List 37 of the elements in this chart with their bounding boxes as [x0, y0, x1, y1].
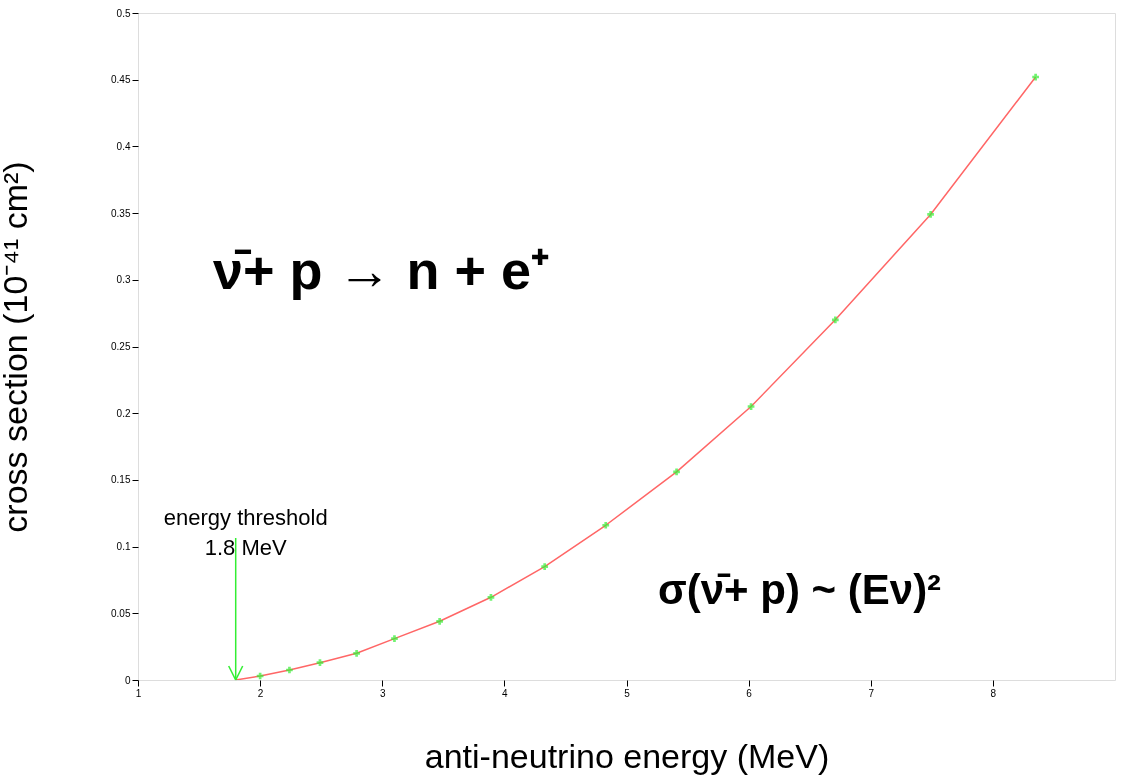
x-tick-label: 2: [257, 687, 264, 699]
point: [1032, 73, 1039, 81]
point: [353, 649, 360, 657]
point: [391, 635, 398, 642]
x-tick-label: 7: [868, 687, 875, 699]
annotation: σ(ν̄+ p) ~ (Eν)²: [658, 566, 942, 613]
point: [831, 316, 839, 324]
point: [673, 468, 680, 476]
y-axis-title: cross section (10⁻⁴¹ cm²): [0, 161, 34, 533]
x-axis-title: anti-neutrino energy (MeV): [424, 736, 830, 775]
y-tick-label: 0.45: [111, 74, 131, 86]
point: [927, 211, 934, 218]
point: [316, 659, 324, 667]
x-tick-label: 5: [624, 687, 631, 699]
point: [602, 521, 610, 529]
x-tick-label: 4: [502, 687, 509, 699]
y-tick-label: 0.3: [116, 274, 131, 286]
y-tick-label: 0: [124, 674, 131, 686]
y-tick-label: 0.1: [116, 541, 131, 553]
y-tick-label: 0.15: [111, 474, 131, 486]
y-tick-label: 0.5: [116, 7, 131, 19]
x-tick-label: 3: [379, 687, 386, 699]
y-tick-label: 0.4: [116, 140, 131, 152]
y-tick-label: 0.35: [111, 207, 131, 219]
y-tick-label: 0.25: [111, 341, 131, 352]
x-tick-label: 1: [135, 687, 142, 699]
annotation: ν̄+ p → n + e⁺: [213, 240, 550, 300]
y-tick-label: 0.05: [111, 607, 131, 619]
x-tick-label: 8: [990, 687, 997, 699]
point: [436, 617, 443, 625]
x-tick-label: 6: [746, 687, 753, 699]
y-tick-label: 0.2: [116, 407, 131, 419]
point: [747, 403, 755, 410]
annotation: energy threshold 1.8 MeV: [163, 505, 328, 560]
point: [286, 666, 293, 674]
point: [487, 593, 495, 601]
point: [541, 563, 549, 570]
